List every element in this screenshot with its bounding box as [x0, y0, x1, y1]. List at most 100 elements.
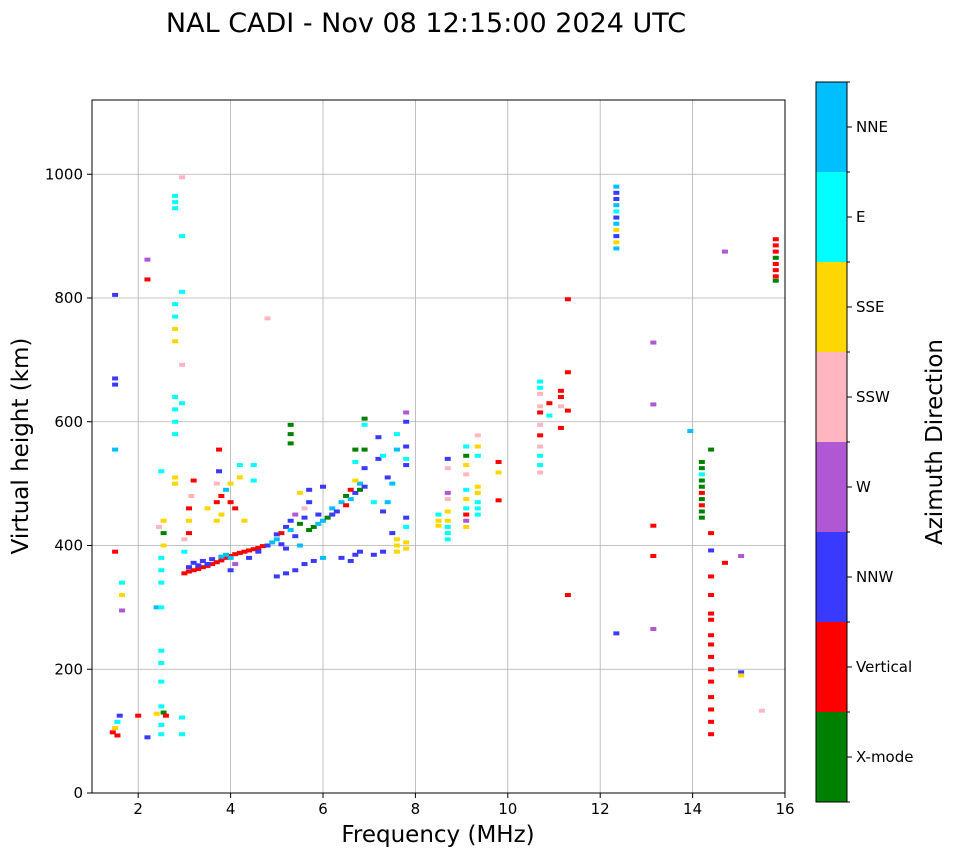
- data-point: [158, 648, 165, 653]
- data-point: [112, 447, 119, 452]
- data-point: [352, 478, 359, 483]
- data-point: [352, 552, 359, 557]
- data-point: [384, 475, 391, 480]
- data-point: [537, 391, 544, 396]
- data-point: [236, 475, 243, 480]
- data-point: [190, 560, 197, 565]
- data-point: [474, 433, 481, 438]
- data-point: [160, 543, 167, 548]
- data-point: [708, 548, 715, 553]
- data-point: [375, 435, 382, 440]
- data-point: [188, 494, 195, 498]
- data-point: [283, 571, 290, 576]
- data-point: [721, 249, 728, 254]
- data-point: [708, 593, 715, 597]
- x-axis-ticks: 2 4 6 8 10 12 14 16: [133, 793, 795, 818]
- data-point: [287, 432, 294, 437]
- data-point: [112, 376, 119, 381]
- data-point: [232, 552, 239, 557]
- x-tick-label: 14: [683, 800, 702, 818]
- data-point: [708, 611, 715, 616]
- data-point: [199, 565, 206, 570]
- data-point: [356, 481, 363, 486]
- data-point: [227, 500, 234, 505]
- data-point: [329, 506, 336, 511]
- data-point: [172, 326, 179, 331]
- data-point: [329, 512, 336, 517]
- data-point: [347, 487, 354, 492]
- data-point: [264, 316, 271, 321]
- data-point: [218, 494, 225, 498]
- colorbar-segment: [816, 532, 847, 622]
- data-point: [186, 518, 193, 523]
- data-point: [537, 385, 544, 390]
- data-point: [144, 257, 151, 262]
- x-tick-label: 4: [226, 800, 236, 818]
- data-point: [338, 500, 345, 505]
- data-point: [463, 506, 470, 511]
- data-point: [158, 469, 165, 474]
- data-point: [287, 528, 294, 533]
- data-point: [144, 277, 151, 282]
- data-point: [227, 555, 234, 560]
- data-point: [393, 537, 400, 542]
- data-point: [537, 444, 544, 449]
- data-point: [444, 497, 451, 502]
- data-point: [119, 608, 126, 613]
- data-point: [474, 512, 481, 517]
- data-point: [463, 512, 470, 517]
- data-point: [278, 542, 285, 547]
- x-tick-label: 8: [411, 800, 421, 818]
- data-point: [232, 506, 239, 511]
- y-tick-label: 1000: [45, 165, 83, 183]
- data-point: [613, 631, 620, 636]
- data-marks: [109, 175, 779, 740]
- y-tick-label: 800: [54, 289, 83, 307]
- data-point: [361, 466, 368, 471]
- data-point: [320, 555, 326, 560]
- data-point: [557, 388, 564, 393]
- data-point: [444, 524, 451, 529]
- data-point: [537, 433, 544, 438]
- data-point: [708, 695, 715, 700]
- data-point: [557, 425, 564, 430]
- data-point: [172, 395, 179, 399]
- x-tick-label: 12: [591, 800, 610, 818]
- data-point: [738, 670, 745, 675]
- data-point: [292, 534, 299, 539]
- data-point: [343, 494, 350, 498]
- data-point: [135, 713, 142, 718]
- data-point: [296, 490, 303, 495]
- data-point: [195, 563, 202, 568]
- data-point: [613, 246, 620, 251]
- data-point: [403, 463, 410, 468]
- data-point: [216, 447, 223, 452]
- data-point: [537, 410, 544, 415]
- data-point: [444, 537, 451, 542]
- data-point: [356, 549, 363, 554]
- data-point: [352, 490, 359, 495]
- data-point: [179, 289, 186, 294]
- colorbar-tick-label: NNW: [856, 568, 893, 586]
- data-point: [181, 549, 188, 554]
- data-point: [232, 562, 239, 567]
- data-point: [158, 605, 165, 610]
- data-point: [114, 733, 121, 738]
- data-point: [186, 531, 193, 536]
- data-point: [613, 184, 620, 189]
- data-point: [310, 524, 317, 529]
- data-point: [287, 518, 294, 523]
- data-point: [403, 456, 410, 461]
- data-point: [222, 552, 229, 557]
- data-point: [158, 732, 165, 737]
- data-point: [708, 667, 715, 672]
- data-point: [380, 509, 387, 514]
- data-point: [403, 444, 410, 449]
- colorbar-segment: [816, 262, 847, 352]
- data-point: [403, 515, 410, 520]
- data-point: [708, 679, 715, 684]
- data-point: [698, 478, 705, 483]
- data-point: [463, 487, 470, 492]
- data-point: [343, 503, 350, 508]
